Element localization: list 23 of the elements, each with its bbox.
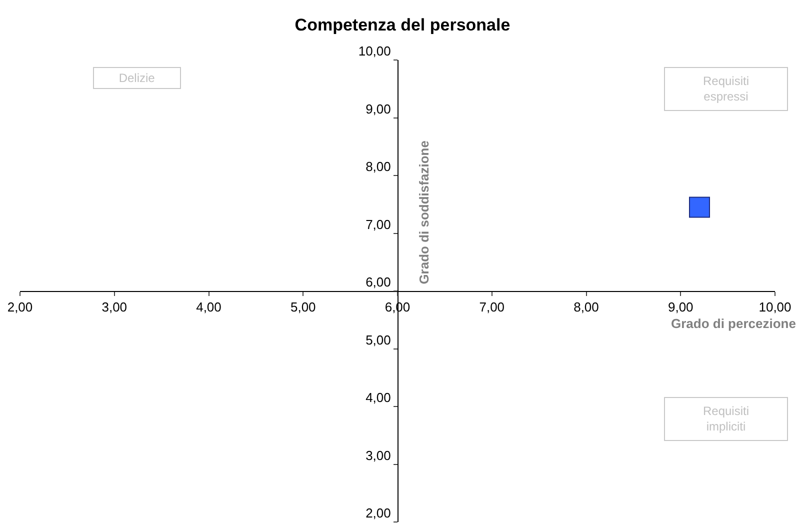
y-tick-label: 7,00	[366, 216, 391, 232]
y-tick-label: 4,00	[366, 390, 391, 406]
y-axis-title: Grado di soddisfazione	[416, 140, 432, 284]
x-tick-label: 2,00	[7, 300, 33, 315]
y-tick-label: 2,00	[366, 506, 391, 521]
x-tick-label: 4,00	[196, 300, 222, 315]
x-axis-title: Grado di percezione	[671, 316, 796, 331]
x-tick-label: 3,00	[102, 300, 128, 315]
x-tick-label: 9,00	[668, 300, 694, 315]
x-tick-label: 7,00	[479, 300, 505, 315]
y-tick-label: 9,00	[366, 101, 391, 116]
chart-title: Competenza del personale	[294, 15, 510, 34]
y-tick-label: 8,00	[366, 159, 391, 174]
x-tick-label: 8,00	[574, 300, 599, 315]
annotation: Delizie	[118, 71, 156, 85]
y-tick-label: 10,00	[358, 44, 391, 59]
x-tick-label: 10,00	[758, 300, 792, 315]
x-tick-label: 5,00	[290, 300, 316, 315]
annotation: Requisiti espressi	[702, 74, 750, 104]
y-tick-label: 5,00	[366, 332, 391, 348]
y-tick-label: 3,00	[366, 448, 391, 463]
y-tick-label: 6,00	[366, 274, 391, 290]
annotation: Requisiti impliciti	[702, 404, 750, 434]
